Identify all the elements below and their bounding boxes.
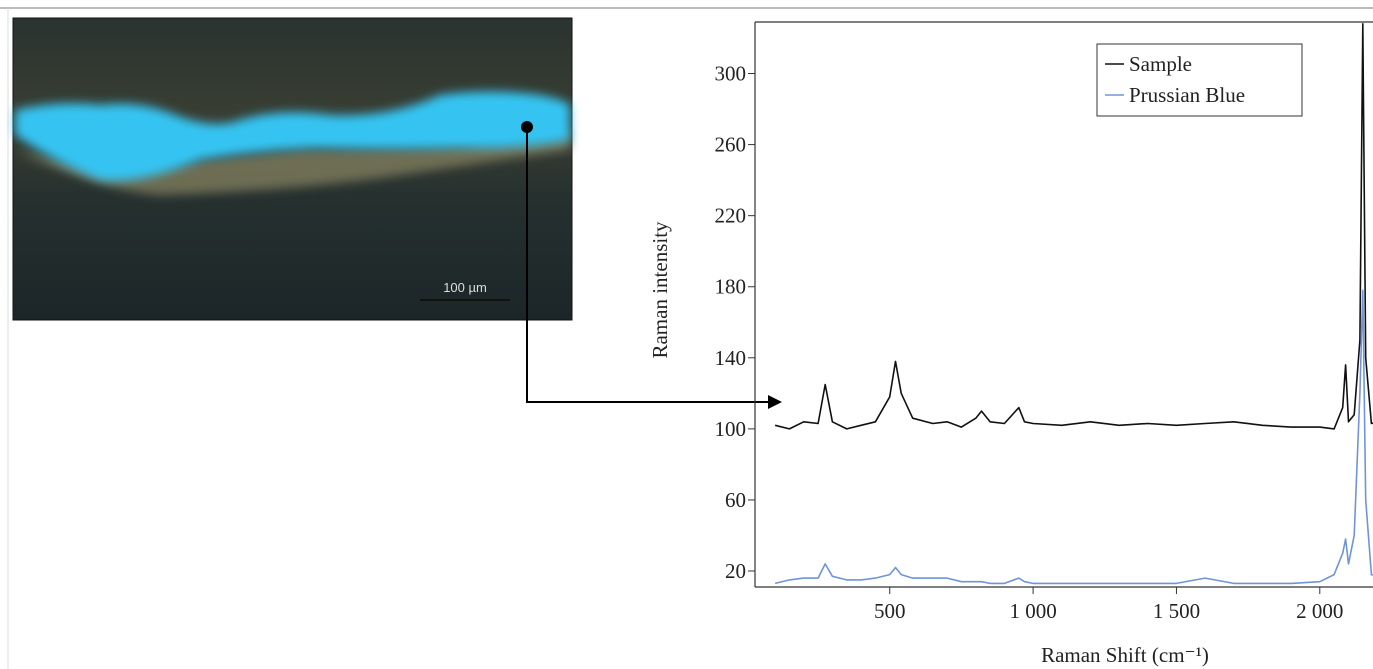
spectrum-line bbox=[774, 23, 1373, 430]
plot: 20 60 100 140 180 220 260 300 500 1 000 1 500 2 000… bbox=[715, 21, 1373, 623]
arrow-head bbox=[768, 395, 782, 409]
spectrum-line bbox=[774, 289, 1373, 585]
y-tick-label: 60 bbox=[725, 488, 746, 512]
legend-label: Prussian Blue bbox=[1129, 83, 1245, 107]
x-axis-label: Raman Shift (cm⁻¹) bbox=[1041, 643, 1209, 667]
x-tick-label: 500 bbox=[874, 599, 906, 623]
legend-box bbox=[1096, 43, 1303, 117]
micrograph: 100 µm bbox=[12, 17, 573, 321]
scale-bar-label: 100 µm bbox=[443, 280, 487, 295]
y-axis-label: Raman intensity bbox=[648, 221, 672, 359]
y-tick-label: 180 bbox=[715, 275, 747, 299]
y-tick-label: 300 bbox=[715, 62, 747, 86]
x-tick-label: 1 000 bbox=[1009, 599, 1056, 623]
layer bbox=[15, 130, 570, 195]
y-tick-label: 20 bbox=[725, 559, 746, 583]
y-tick-label: 140 bbox=[715, 346, 747, 370]
x-tick-label: 1 500 bbox=[1153, 599, 1200, 623]
y-tick-label: 260 bbox=[715, 133, 747, 157]
y-tick-label: 100 bbox=[715, 417, 747, 441]
x-tick-label: 2 000 bbox=[1296, 599, 1343, 623]
blue-layer bbox=[15, 91, 570, 181]
y-tick-label: 220 bbox=[715, 204, 747, 228]
pointer-arrow bbox=[526, 127, 772, 403]
legend-label: Sample bbox=[1129, 52, 1192, 76]
